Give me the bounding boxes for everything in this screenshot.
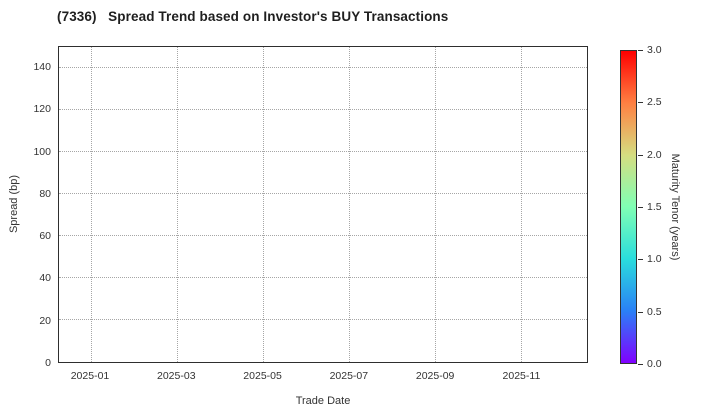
colorbar-tick-label: 2.0 xyxy=(647,148,662,161)
x-tick-label: 2025-07 xyxy=(329,370,369,382)
v-gridline xyxy=(262,47,264,362)
colorbar-tick-label: 1.5 xyxy=(647,201,662,213)
colorbar-tick-mark xyxy=(638,207,643,208)
h-gridline xyxy=(59,193,587,194)
v-gridline xyxy=(348,47,350,362)
colorbar-tick-label: 0.5 xyxy=(647,305,662,318)
h-gridline xyxy=(59,277,587,278)
h-gridline xyxy=(59,235,587,236)
plot-area xyxy=(58,46,588,363)
colorbar-tick-label: 3.0 xyxy=(647,44,662,56)
colorbar-tick-mark xyxy=(638,154,643,156)
y-tick-label: 20 xyxy=(39,314,51,327)
v-gridline xyxy=(520,47,522,362)
y-tick-label: 140 xyxy=(33,61,51,74)
v-gridline xyxy=(176,47,178,362)
colorbar-tick-mark xyxy=(638,102,643,104)
h-gridline xyxy=(59,67,587,68)
y-tick-label: 80 xyxy=(39,187,51,200)
y-tick-label: 60 xyxy=(39,230,51,243)
chart-title: (7336) Spread Trend based on Investor's … xyxy=(57,9,449,24)
x-tick-label: 2025-03 xyxy=(157,370,196,382)
x-axis-label: Trade Date xyxy=(295,395,351,407)
x-tick-label: 2025-09 xyxy=(415,370,455,382)
v-gridline xyxy=(90,47,92,362)
y-tick-label: 120 xyxy=(33,103,51,116)
colorbar xyxy=(620,50,637,364)
h-gridline xyxy=(59,109,587,110)
colorbar-tick-mark xyxy=(638,311,643,313)
colorbar-tick-label: 2.5 xyxy=(647,96,662,109)
y-tick-label: 40 xyxy=(39,272,51,285)
colorbar-tick-mark xyxy=(638,259,643,261)
x-tick-label: 2025-05 xyxy=(243,370,282,382)
y-tick-label: 100 xyxy=(33,145,51,158)
x-tick-label: 2025-01 xyxy=(70,370,110,382)
colorbar-tick-label: 1.0 xyxy=(647,253,662,266)
colorbar-tick-label: 0.0 xyxy=(647,358,662,370)
x-tick-label: 2025-11 xyxy=(502,370,541,382)
h-gridline xyxy=(59,319,587,320)
colorbar-tick-mark xyxy=(638,50,643,51)
h-gridline xyxy=(59,151,587,152)
y-tick-label: 0 xyxy=(45,357,51,369)
colorbar-label: Maturity Tenor (years) xyxy=(669,153,681,261)
colorbar-tick-mark xyxy=(638,364,643,365)
v-gridline xyxy=(434,47,436,362)
